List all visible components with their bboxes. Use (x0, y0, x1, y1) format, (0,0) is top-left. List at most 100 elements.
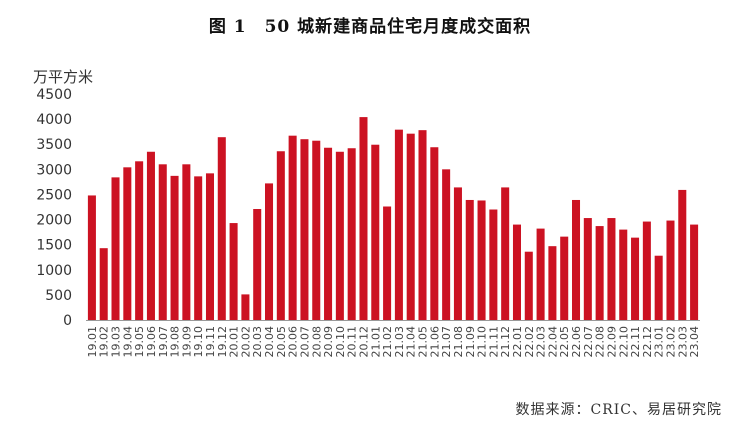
y-tick-label: 1000 (36, 263, 72, 279)
bar-19.11 (205, 173, 214, 320)
bar-23.02 (666, 220, 675, 320)
bar-20.04 (265, 183, 274, 320)
x-tick-label: 21.06 (428, 326, 441, 358)
x-tick-label: 23.02 (664, 326, 677, 358)
x-tick-label: 22.11 (629, 326, 642, 358)
bar-19.06 (146, 151, 155, 320)
bar-22.04 (548, 246, 557, 320)
bar-21.10 (477, 200, 486, 320)
y-tick-label: 0 (63, 313, 72, 329)
y-tick-label: 3000 (36, 162, 72, 178)
x-tick-label: 21.08 (452, 326, 465, 358)
x-tick-label: 20.03 (251, 326, 264, 358)
bar-22.12 (642, 221, 651, 320)
x-tick-label: 21.07 (440, 326, 453, 358)
bar-chart: 0 500 1000 1500 2000 2500 3000 3500 4000 4500 19.… (36, 87, 701, 358)
x-tick-label: 19.03 (110, 326, 123, 358)
y-axis-ticks: 0 500 1000 1500 2000 2500 3000 3500 4000 4500 (36, 87, 72, 329)
x-tick-label: 19.05 (133, 326, 146, 358)
x-tick-label: 20.02 (239, 326, 252, 358)
y-tick-label: 3500 (36, 137, 72, 153)
x-tick-label: 22.02 (523, 326, 536, 358)
x-tick-label: 23.04 (688, 326, 701, 358)
bar-21.11 (489, 209, 498, 320)
x-tick-label: 21.01 (369, 326, 382, 358)
bar-22.08 (595, 226, 604, 320)
bar-23.01 (654, 255, 663, 320)
x-tick-label: 21.12 (499, 326, 512, 358)
x-tick-label: 20.04 (263, 326, 276, 358)
bar-20.05 (276, 151, 285, 320)
x-tick-label: 20.08 (310, 326, 323, 358)
bar-21.08 (453, 187, 462, 320)
y-tick-label: 1500 (36, 238, 72, 254)
bar-23.03 (678, 189, 687, 320)
bar-20.01 (229, 223, 238, 320)
bar-20.11 (347, 148, 356, 320)
y-axis-label: 万平方米 (33, 68, 94, 86)
bar-20.03 (253, 209, 262, 320)
bar-22.06 (572, 199, 581, 320)
x-tick-label: 19.01 (86, 326, 99, 358)
x-tick-label: 20.01 (228, 326, 241, 358)
x-tick-label: 22.01 (511, 326, 524, 358)
bar-22.09 (607, 218, 616, 320)
x-tick-label: 19.10 (192, 326, 205, 358)
x-tick-label: 22.03 (535, 326, 548, 358)
bar-19.05 (135, 161, 144, 320)
x-tick-label: 21.11 (487, 326, 500, 358)
bar-22.03 (536, 228, 545, 320)
x-tick-label: 19.09 (180, 326, 193, 358)
x-tick-label: 20.11 (346, 326, 359, 358)
x-tick-label: 23.03 (676, 326, 689, 358)
y-tick-label: 2000 (36, 213, 72, 229)
bar-21.05 (418, 130, 427, 320)
bar-21.12 (501, 187, 510, 320)
y-tick-label: 4500 (36, 87, 72, 103)
x-tick-label: 19.07 (157, 326, 170, 358)
x-tick-label: 19.06 (145, 326, 158, 358)
bar-21.07 (442, 169, 451, 320)
bar-20.12 (359, 117, 368, 320)
bar-22.05 (560, 236, 569, 320)
x-tick-label: 22.05 (558, 326, 571, 358)
bar-22.02 (524, 251, 533, 320)
bar-21.09 (465, 199, 474, 320)
data-source-note: 数据来源：CRIC、易居研究院 (515, 402, 722, 418)
bar-21.04 (406, 133, 415, 320)
x-axis-ticks: 19.0119.0219.0319.0419.0519.0619.0719.08… (86, 326, 701, 358)
bar-21.01 (371, 144, 380, 320)
bar-22.01 (512, 224, 521, 320)
bar-23.04 (690, 224, 699, 320)
x-tick-label: 22.10 (617, 326, 630, 358)
x-tick-label: 22.06 (570, 326, 583, 358)
chart-title: 图 1 50 城新建商品住宅月度成交面积 (208, 17, 532, 37)
x-tick-label: 21.09 (464, 326, 477, 358)
bar-22.07 (583, 218, 592, 320)
bar-20.08 (312, 140, 321, 320)
bar-19.12 (217, 137, 226, 320)
x-tick-label: 19.04 (121, 326, 134, 358)
x-tick-label: 22.07 (582, 326, 595, 358)
bar-19.08 (170, 175, 179, 320)
x-tick-label: 20.07 (298, 326, 311, 358)
x-tick-label: 21.05 (417, 326, 430, 358)
y-tick-label: 500 (45, 288, 72, 304)
bar-22.11 (631, 237, 640, 320)
x-tick-label: 21.04 (405, 326, 418, 358)
x-tick-label: 20.06 (287, 326, 300, 358)
bars-group (87, 117, 699, 320)
x-tick-label: 19.08 (169, 326, 182, 358)
x-tick-label: 20.05 (275, 326, 288, 358)
x-tick-label: 22.08 (594, 326, 607, 358)
y-tick-label: 4000 (36, 112, 72, 128)
bar-20.10 (335, 151, 344, 320)
x-tick-label: 19.02 (98, 326, 111, 358)
bar-20.02 (241, 294, 250, 320)
x-tick-label: 22.09 (605, 326, 618, 358)
x-tick-label: 23.01 (653, 326, 666, 358)
bar-19.04 (123, 167, 132, 320)
bar-19.09 (182, 164, 191, 320)
bar-19.10 (194, 176, 203, 320)
bar-20.09 (324, 147, 333, 320)
